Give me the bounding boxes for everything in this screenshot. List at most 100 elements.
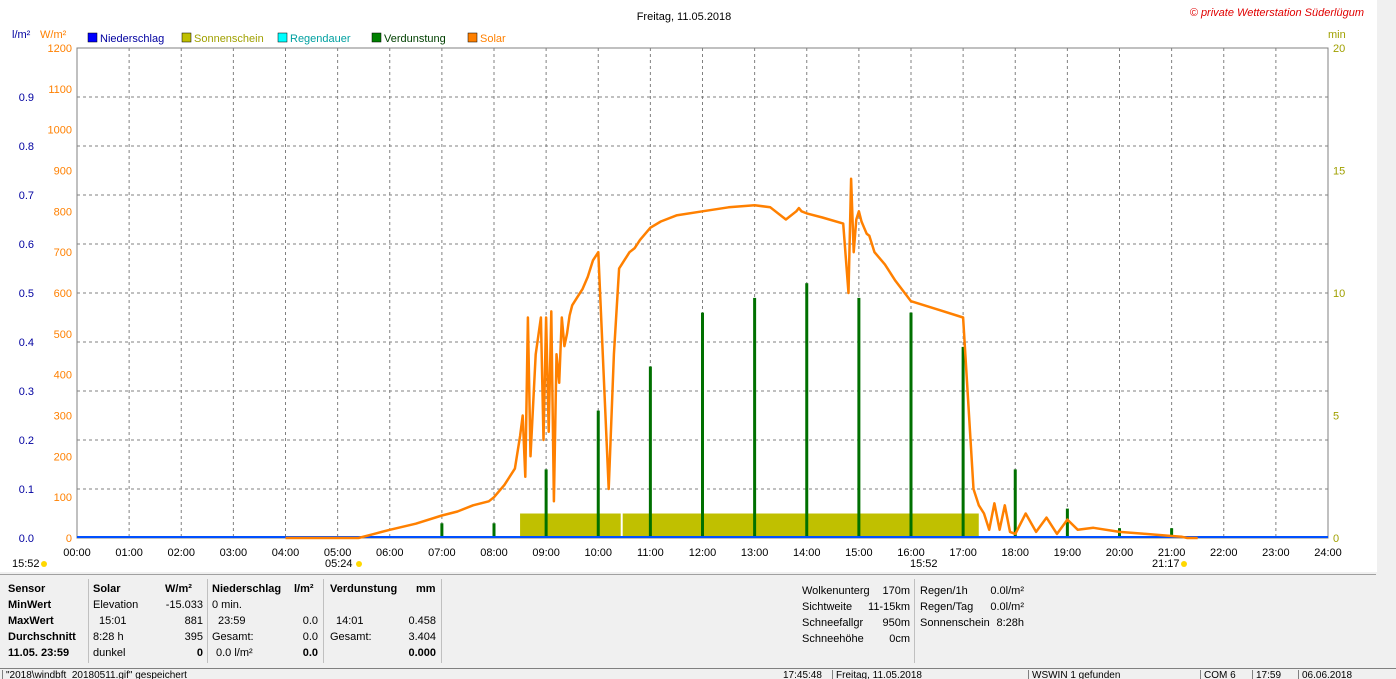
status-file: "2018\windbft_20180511.gif" gespeichert	[2, 670, 187, 679]
legend-swatch	[371, 32, 382, 43]
solar-tick-label: 1000	[48, 125, 72, 137]
marker-mid-time: 15:52	[910, 558, 938, 570]
solar-unit-label: W/m²	[40, 29, 67, 41]
solar-tick-label: 400	[54, 370, 72, 382]
snowdepth-label: Schneehöhe	[802, 633, 864, 645]
evap-unit: mm	[416, 583, 436, 595]
sunrise-time: 05:24	[325, 558, 353, 570]
legend-swatch	[277, 32, 288, 43]
evap-header: Verdunstung	[330, 583, 398, 595]
sunshine-label: Sonnenschein	[920, 617, 990, 629]
evap-max-value: 0.458	[408, 615, 436, 627]
legend-label: Solar	[480, 33, 506, 45]
rain-tick-label: 0.0	[19, 533, 34, 545]
sun-marker-left	[41, 561, 47, 567]
rain-hour-label: Regen/1h	[920, 585, 968, 597]
rain-total-label: Gesamt:	[212, 631, 254, 643]
solar-tick-label: 600	[54, 288, 72, 300]
scrollbar[interactable]	[1377, 0, 1396, 668]
legend-label: Regendauer	[290, 33, 351, 45]
solar-current-value: 0	[196, 647, 203, 659]
legend-label: Verdunstung	[384, 33, 446, 45]
solar-min-value: -15.033	[165, 599, 203, 611]
x-tick-label: 01:00	[115, 547, 143, 559]
rain-tick-label: 0.7	[19, 190, 34, 202]
status-time: 17:45:48	[783, 670, 822, 679]
x-tick-label: 00:00	[63, 547, 91, 559]
x-tick-label: 06:00	[376, 547, 404, 559]
marker-left-time: 15:52	[12, 558, 40, 570]
chart-title: Freitag, 11.05.2018	[637, 11, 732, 23]
rain-tick-label: 0.8	[19, 141, 34, 153]
evap-current-value: 0.000	[408, 647, 436, 659]
minutes-tick-label: 5	[1333, 411, 1339, 423]
x-tick-label: 16:00	[897, 547, 925, 559]
solar-tick-label: 800	[54, 206, 72, 218]
solar-avg-time: 8:28 h	[93, 631, 124, 643]
rain-unit-label: l/m²	[12, 29, 31, 41]
x-tick-label: 04:00	[272, 547, 300, 559]
rain-hour-value: 0.0l/m²	[990, 585, 1024, 597]
evap-total-label: Gesamt:	[330, 631, 372, 643]
x-tick-label: 07:00	[428, 547, 456, 559]
copyright-text: © private Wetterstation Süderlügum	[1190, 7, 1364, 19]
sunshine-block	[520, 513, 979, 538]
evaporation-bar	[596, 410, 600, 538]
status-wswin: WSWIN 1 gefunden	[1028, 670, 1120, 679]
x-tick-label: 13:00	[741, 547, 769, 559]
status-date: Freitag, 11.05.2018	[832, 670, 922, 679]
minutes-unit-label: min	[1328, 29, 1346, 41]
x-tick-label: 15:00	[845, 547, 873, 559]
solar-tick-label: 300	[54, 411, 72, 423]
evaporation-bar	[492, 523, 496, 538]
evaporation-bar	[1013, 469, 1017, 538]
rain-tick-label: 0.2	[19, 435, 34, 447]
solar-header: Solar	[93, 583, 121, 595]
status-clock: 17:59	[1252, 670, 1281, 679]
minutes-tick-label: 10	[1333, 288, 1345, 300]
evap-total-value: 3.404	[408, 631, 436, 643]
x-tick-label: 03:00	[220, 547, 248, 559]
legend-label: Sonnenschein	[194, 33, 264, 45]
evaporation-bar	[1065, 508, 1069, 538]
status-bar: "2018\windbft_20180511.gif" gespeichert …	[0, 668, 1396, 679]
x-tick-label: 02:00	[167, 547, 195, 559]
solar-max-value: 881	[184, 615, 203, 627]
x-tick-label: 24:00	[1314, 547, 1342, 559]
status-port: COM 6	[1200, 670, 1236, 679]
solar-tick-label: 1200	[48, 43, 72, 55]
evaporation-bar	[648, 366, 652, 538]
cloudbase-label: Wolkenunterg	[802, 585, 870, 597]
cloudbase-value: 170m	[882, 585, 910, 597]
solar-unit: W/m²	[165, 583, 192, 595]
x-tick-label: 14:00	[793, 547, 821, 559]
rain-tick-label: 0.9	[19, 92, 34, 104]
rain-tick-label: 0.4	[19, 337, 34, 349]
solar-tick-label: 0	[66, 533, 72, 545]
rain-tick-label: 0.1	[19, 484, 34, 496]
solar-tick-label: 500	[54, 329, 72, 341]
solar-current-text: dunkel	[93, 647, 126, 659]
solar-min-time: Elevation	[93, 599, 139, 611]
sunshine-value: 8:28h	[996, 617, 1024, 629]
evaporation-bar	[805, 283, 809, 538]
min-label: MinWert	[8, 599, 52, 611]
x-tick-label: 12:00	[689, 547, 717, 559]
sunset-time: 21:17	[1152, 558, 1180, 570]
solar-tick-label: 200	[54, 451, 72, 463]
x-tick-label: 05:00	[324, 547, 352, 559]
legend-label: Niederschlag	[100, 33, 164, 45]
sunset-marker	[1181, 561, 1187, 567]
sunrise-marker	[356, 561, 362, 567]
rain-day-label: Regen/Tag	[920, 601, 974, 613]
x-tick-label: 17:00	[949, 547, 977, 559]
evaporation-bar	[544, 469, 548, 538]
solar-tick-label: 900	[54, 166, 72, 178]
rain-max-value: 0.0	[302, 615, 318, 627]
sensor-header: Sensor	[8, 583, 46, 595]
x-tick-label: 08:00	[480, 547, 508, 559]
evaporation-bar	[909, 312, 913, 538]
x-tick-label: 21:00	[1158, 547, 1186, 559]
visibility-value: 11-15km	[868, 601, 910, 613]
rain-min-text: 0 min.	[212, 599, 242, 611]
